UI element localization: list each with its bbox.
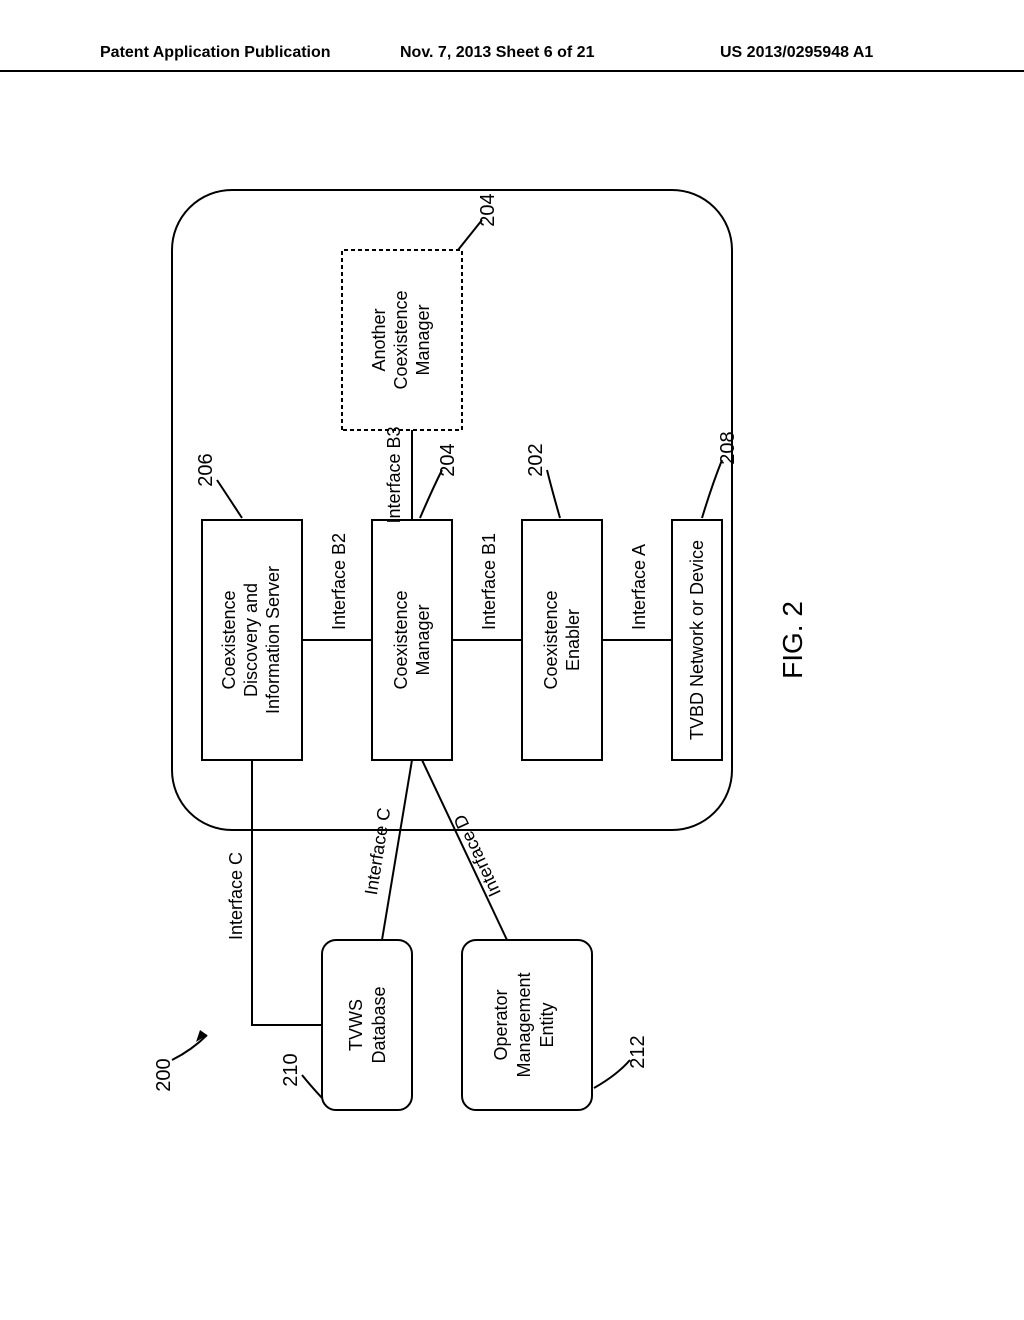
- header-right: US 2013/0295948 A1: [720, 44, 873, 62]
- ref-204: 204: [437, 443, 459, 476]
- page: Patent Application Publication Nov. 7, 2…: [0, 0, 1024, 1320]
- ref-200: 200: [153, 1058, 175, 1091]
- lbl-b3: Interface B3: [384, 426, 404, 523]
- tvws-line1: TVWS: [346, 999, 366, 1051]
- lead-200: [172, 1035, 207, 1060]
- cm-line2: Manager: [413, 604, 433, 675]
- ref-202: 202: [525, 443, 547, 476]
- cdis-line3: Information Server: [263, 566, 283, 714]
- figure-caption: FIG. 2: [777, 601, 808, 679]
- ome-line3: Entity: [537, 1002, 557, 1047]
- header-mid: Nov. 7, 2013 Sheet 6 of 21: [400, 44, 594, 62]
- lbl-c-top: Interface C: [226, 852, 246, 940]
- lead-210: [302, 1075, 322, 1098]
- acm-line2: Coexistence: [391, 290, 411, 389]
- tvbd-line1: TVBD Network or Device: [687, 540, 707, 740]
- lbl-b2: Interface B2: [329, 533, 349, 630]
- ce-line1: Coexistence: [541, 590, 561, 689]
- ref-208: 208: [717, 431, 739, 464]
- ome-line2: Management: [514, 972, 534, 1077]
- ref-206: 206: [195, 453, 217, 486]
- ome-line1: Operator: [491, 989, 511, 1060]
- acm-line1: Another: [369, 308, 389, 371]
- figure-wrapper: TVWS Database Operator Management Entity…: [162, 150, 862, 1130]
- ref-204b: 204: [477, 193, 499, 226]
- cdis-line1: Coexistence: [219, 590, 239, 689]
- lbl-a: Interface A: [629, 544, 649, 630]
- ref-210: 210: [280, 1053, 302, 1086]
- acm-line3: Manager: [413, 304, 433, 375]
- page-header: Patent Application Publication Nov. 7, 2…: [0, 44, 1024, 72]
- cdis-line2: Discovery and: [241, 583, 261, 697]
- lead-212: [594, 1060, 630, 1088]
- figure-svg: TVWS Database Operator Management Entity…: [162, 150, 942, 1130]
- cm-line1: Coexistence: [391, 590, 411, 689]
- box-tvws: [322, 940, 412, 1110]
- lbl-b1: Interface B1: [479, 533, 499, 630]
- tvws-line2: Database: [369, 986, 389, 1063]
- ce-line2: Enabler: [563, 609, 583, 671]
- header-left: Patent Application Publication: [100, 44, 331, 62]
- ref-212: 212: [627, 1035, 649, 1068]
